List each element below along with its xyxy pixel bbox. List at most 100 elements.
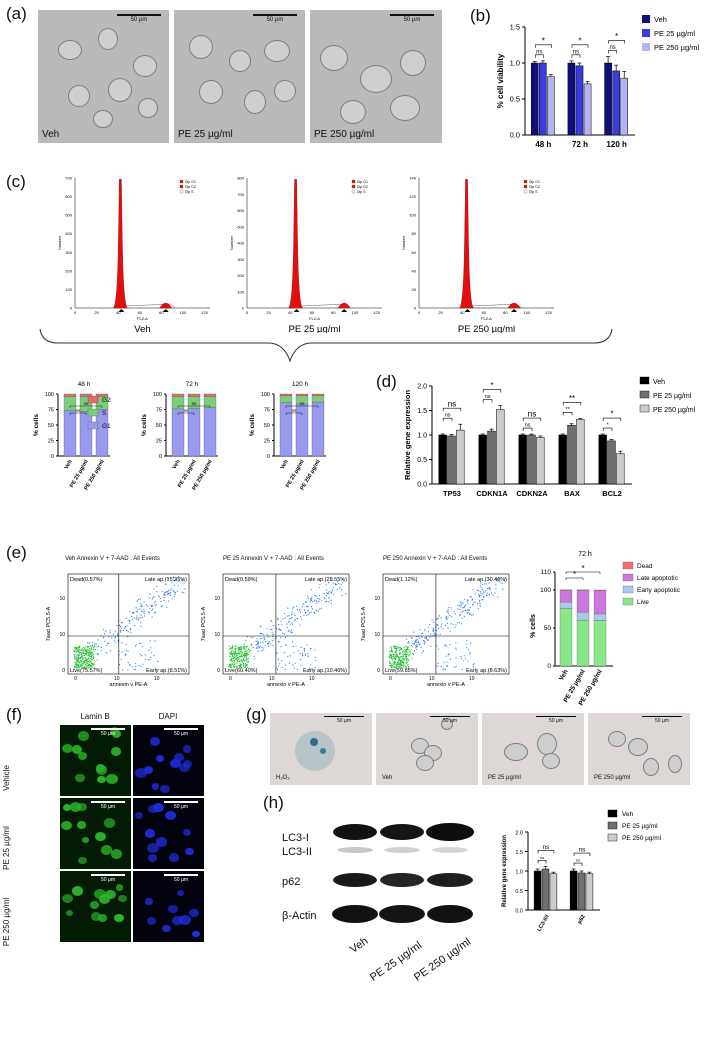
gene-expression-chart: 0.0 0.5 1.0 1.5 2.0 Relative gene expression T… bbox=[403, 376, 696, 498]
event-dot bbox=[292, 645, 294, 648]
image-caption: Veh bbox=[382, 775, 393, 781]
event-dot bbox=[122, 629, 124, 632]
event-dot bbox=[245, 647, 247, 649]
bar-segment-g2 bbox=[279, 393, 293, 397]
event-dot bbox=[276, 668, 279, 670]
legend-swatch bbox=[622, 561, 634, 570]
event-dot bbox=[262, 649, 264, 651]
event-dot bbox=[479, 603, 481, 605]
event-dot bbox=[149, 659, 151, 661]
event-dot bbox=[236, 656, 238, 658]
event-dot bbox=[183, 592, 185, 594]
event-dot bbox=[87, 667, 89, 669]
event-dot bbox=[228, 645, 230, 647]
significance-label: ns bbox=[192, 401, 198, 406]
event-dot bbox=[299, 609, 301, 611]
significance-label: ns bbox=[536, 49, 542, 55]
event-dot bbox=[228, 664, 230, 666]
event-dot bbox=[402, 651, 404, 653]
bar-segment-g1 bbox=[311, 401, 325, 457]
event-dot bbox=[140, 602, 142, 604]
event-dot bbox=[399, 652, 401, 654]
event-dot bbox=[129, 620, 131, 623]
event-dot bbox=[464, 609, 466, 612]
event-dot bbox=[243, 646, 245, 648]
event-dot bbox=[151, 598, 153, 600]
event-dot bbox=[83, 650, 85, 652]
event-dot bbox=[282, 632, 284, 634]
bar bbox=[567, 62, 576, 136]
event-dot bbox=[453, 666, 456, 668]
significance-label: * bbox=[490, 381, 493, 390]
event-dot bbox=[288, 629, 290, 631]
event-dot bbox=[239, 665, 241, 667]
event-dot bbox=[404, 655, 406, 657]
event-dot bbox=[233, 662, 235, 664]
event-dot bbox=[77, 650, 79, 652]
event-dot bbox=[234, 656, 236, 658]
event-dot bbox=[245, 639, 247, 642]
event-dot bbox=[130, 632, 132, 634]
significance-label: ** bbox=[569, 394, 575, 403]
event-dot bbox=[306, 606, 309, 608]
bar bbox=[447, 435, 456, 485]
event-dot bbox=[388, 665, 391, 667]
event-dot bbox=[249, 650, 251, 652]
y-tick-label: 2.0 bbox=[417, 384, 427, 391]
significance-label: * bbox=[607, 423, 610, 429]
event-dot bbox=[318, 600, 320, 602]
x-tick-label: TP53 bbox=[443, 489, 461, 498]
event-dot bbox=[281, 666, 283, 668]
event-dot bbox=[94, 643, 96, 645]
event-dot bbox=[486, 592, 488, 594]
micrograph-pe250: 50 µm PE 250 µg/ml bbox=[310, 10, 442, 143]
significance-label: ns bbox=[540, 855, 544, 860]
event-dot bbox=[401, 653, 403, 655]
event-dot bbox=[393, 656, 395, 658]
event-dot bbox=[477, 590, 480, 592]
event-dot bbox=[86, 649, 88, 651]
event-dot bbox=[77, 647, 80, 649]
x-tick-label: BAX bbox=[564, 489, 580, 498]
bar-segment bbox=[576, 611, 590, 621]
bar-segment bbox=[559, 590, 573, 603]
event-dot bbox=[264, 641, 267, 643]
event-dot bbox=[401, 660, 403, 663]
event-dot bbox=[239, 667, 241, 669]
event-dot bbox=[288, 621, 290, 623]
event-dot bbox=[154, 602, 156, 604]
event-dot bbox=[93, 664, 95, 666]
event-dot bbox=[304, 612, 307, 614]
y-tick-label: 200 bbox=[65, 268, 72, 273]
event-dot bbox=[319, 583, 321, 586]
event-dot bbox=[278, 628, 280, 630]
event-dot bbox=[272, 624, 275, 626]
legend-label: Dip S bbox=[357, 190, 366, 194]
event-dot bbox=[85, 666, 87, 668]
event-dot bbox=[100, 649, 102, 652]
event-dot bbox=[315, 595, 317, 597]
event-dot bbox=[121, 642, 123, 644]
bar-segment-s bbox=[279, 395, 293, 403]
bar-segment-g2 bbox=[95, 393, 109, 397]
event-dot bbox=[111, 637, 113, 639]
event-dot bbox=[328, 597, 330, 599]
event-dot bbox=[263, 637, 265, 639]
event-dot bbox=[160, 600, 162, 603]
event-dot bbox=[239, 663, 241, 665]
event-dot bbox=[168, 592, 170, 594]
event-dot bbox=[86, 659, 88, 662]
event-dot bbox=[415, 645, 417, 647]
bar bbox=[620, 77, 629, 136]
event-dot bbox=[83, 649, 85, 651]
event-dot bbox=[242, 646, 244, 648]
bar bbox=[575, 65, 584, 136]
event-dot bbox=[272, 644, 274, 646]
event-dot bbox=[482, 598, 484, 600]
event-dot bbox=[430, 633, 432, 635]
legend-label: Veh bbox=[622, 811, 634, 818]
bar bbox=[583, 83, 592, 136]
event-dot bbox=[304, 650, 306, 652]
event-dot bbox=[490, 592, 493, 594]
x-tick-label: 40 bbox=[460, 310, 465, 315]
